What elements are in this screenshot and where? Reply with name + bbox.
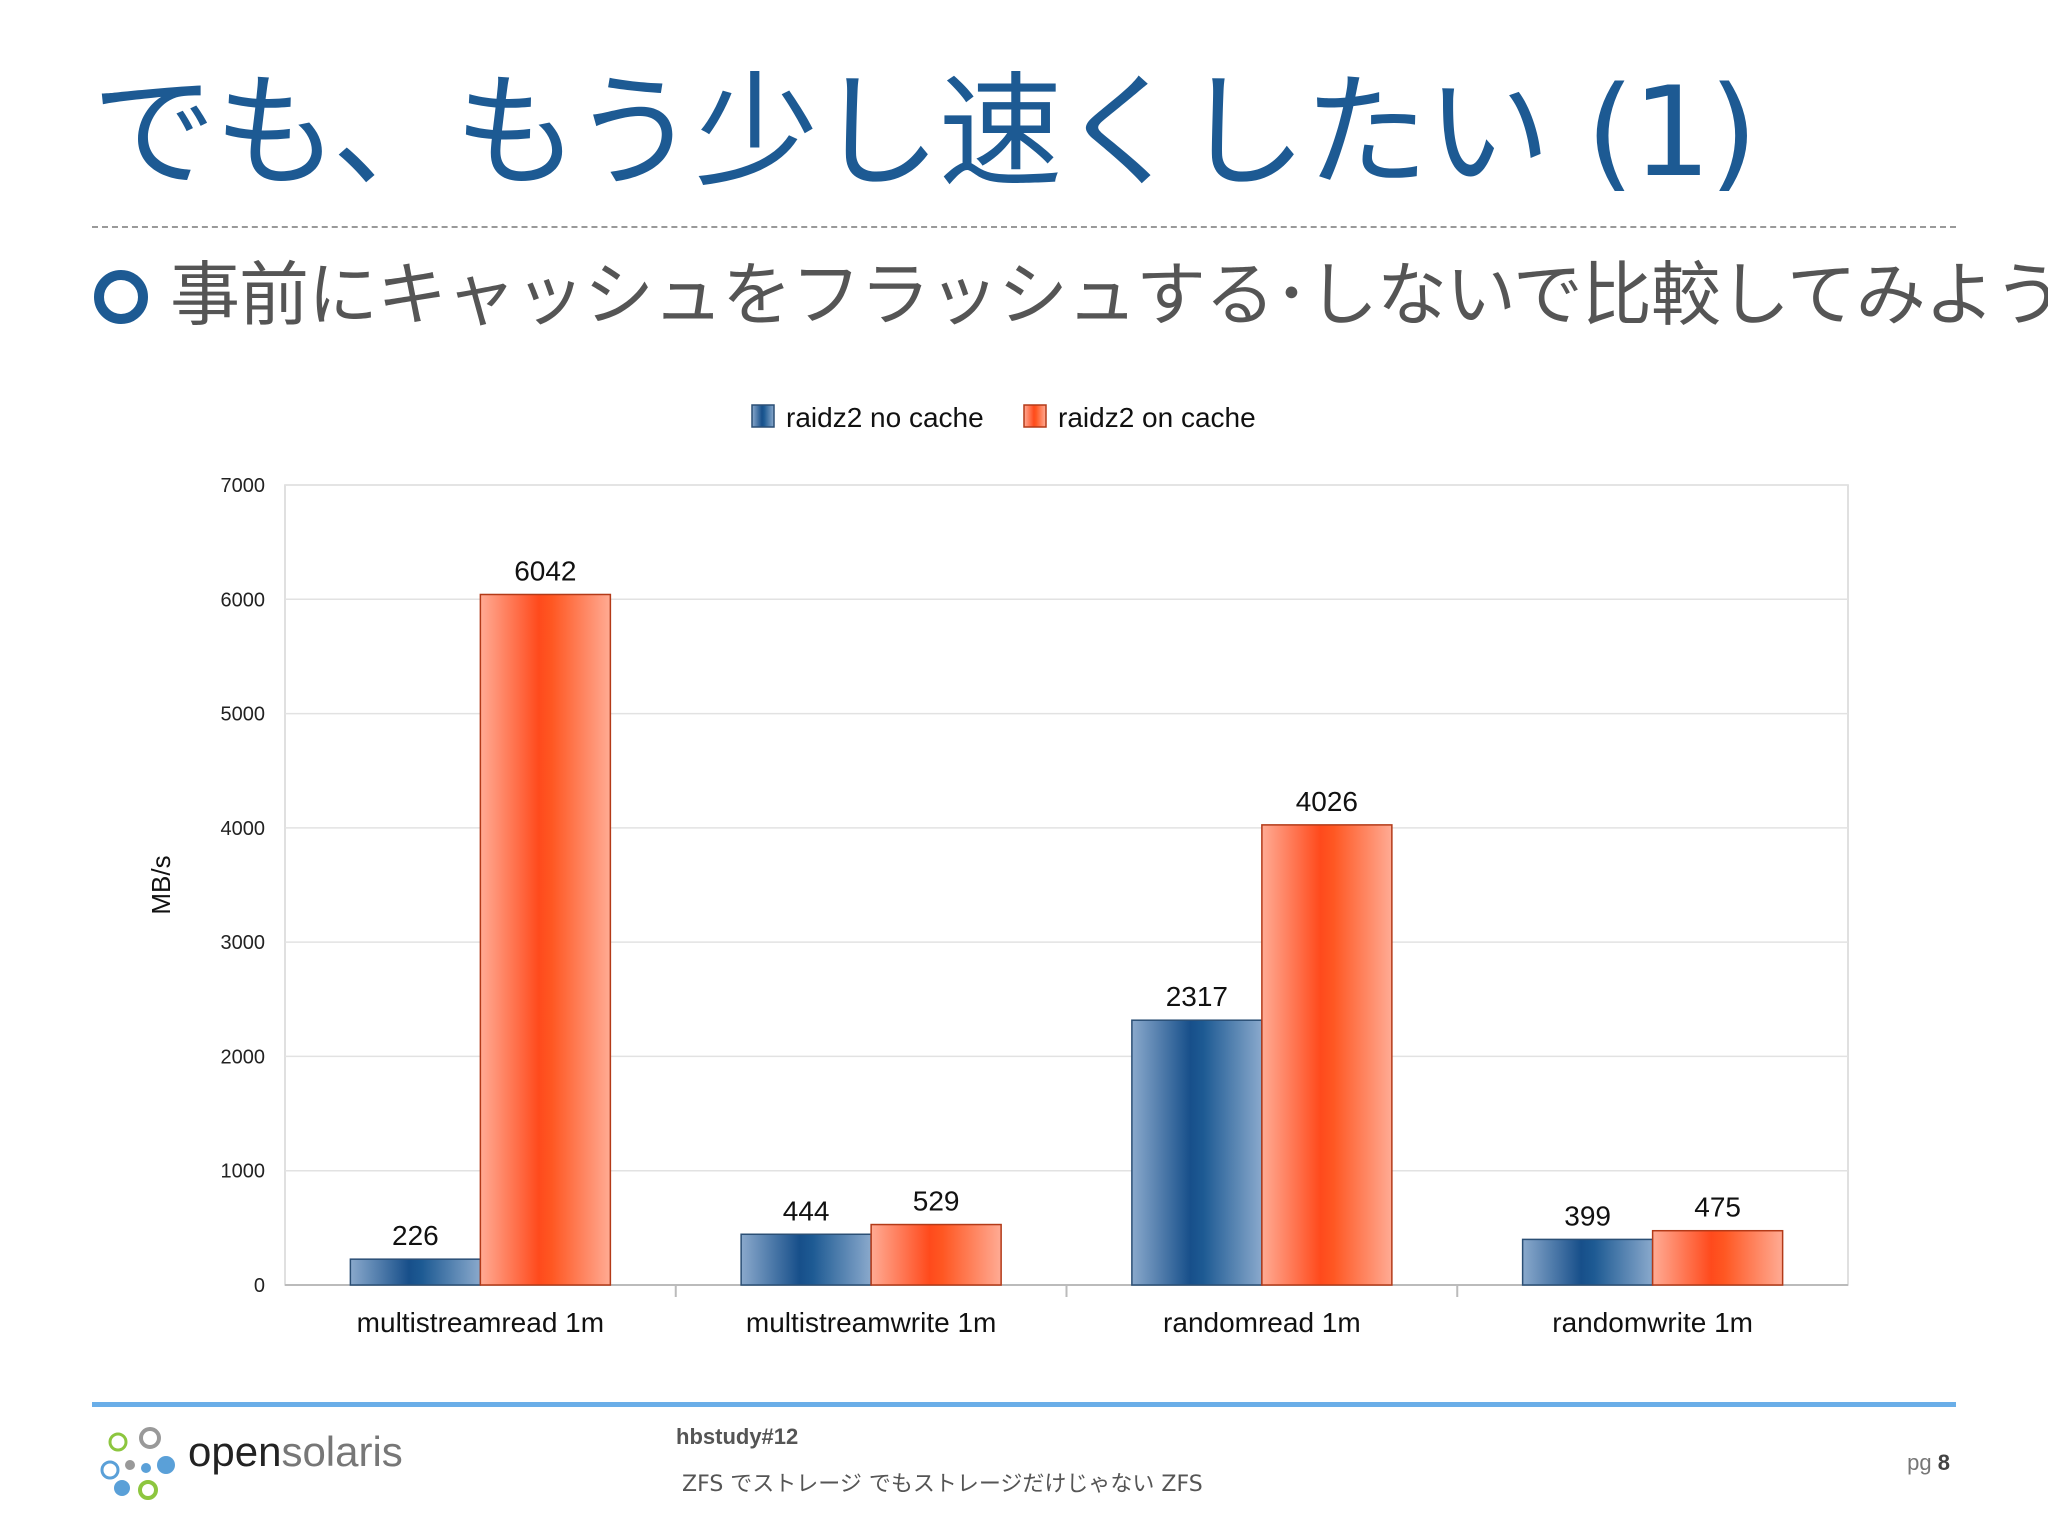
- logo-wordmark: opensolaris: [188, 1428, 403, 1476]
- data-label: 6042: [514, 555, 576, 586]
- bar: [1261, 824, 1393, 1286]
- legend-label: raidz2 on cache: [1058, 402, 1256, 433]
- x-tick-label: randomwrite 1m: [1552, 1307, 1753, 1338]
- bar-chart: raidz2 no cache raidz2 on cache 0 1000 2000…: [146, 402, 1849, 1338]
- x-tick-label: multistreamread 1m: [357, 1307, 604, 1338]
- legend-label: raidz2 no cache: [786, 402, 984, 433]
- footer-subtitle: ZFS でストレージ でもストレージだけじゃない ZFS: [682, 1472, 1203, 1497]
- logo-word-solaris: solaris: [281, 1428, 403, 1475]
- title-divider: [92, 226, 1956, 228]
- legend-swatch: [1023, 404, 1047, 428]
- page-number: pg 8: [1907, 1450, 1950, 1476]
- y-axis-label: MB/s: [146, 855, 176, 914]
- chart-labels: 0 1000 2000 3000 4000 5000 6000 7000 MB/s 226 6042…: [146, 475, 1753, 1338]
- footer-divider: [92, 1402, 1956, 1407]
- footer-event: hbstudy#12: [676, 1424, 799, 1449]
- bar: [740, 1233, 872, 1286]
- data-label: 529: [913, 1186, 960, 1217]
- y-tick-label: 2000: [221, 1046, 266, 1068]
- bar: [1521, 1238, 1654, 1286]
- bar: [479, 593, 612, 1286]
- x-tick-label: randomread 1m: [1163, 1307, 1361, 1338]
- bullet-text: 事前にキャッシュをフラッシュする･しないで比較してみよう: [170, 254, 2048, 336]
- chart-bars: [349, 593, 1784, 1286]
- y-tick-label: 4000: [221, 818, 266, 840]
- opensolaris-logo: [100, 1427, 175, 1500]
- y-tick-label: 1000: [221, 1161, 266, 1183]
- bar: [870, 1223, 1002, 1286]
- page-prefix: pg: [1907, 1450, 1932, 1475]
- x-tick-label: multistreamwrite 1m: [746, 1307, 996, 1338]
- bullet-ring-icon: [94, 270, 148, 324]
- y-tick-label: 5000: [221, 704, 266, 726]
- y-tick-label: 3000: [221, 932, 266, 954]
- bar: [349, 1258, 482, 1286]
- data-label: 4026: [1296, 786, 1358, 817]
- data-label: 399: [1564, 1200, 1611, 1231]
- data-label: 475: [1694, 1192, 1741, 1223]
- bar: [1651, 1229, 1784, 1286]
- y-tick-label: 6000: [221, 589, 266, 611]
- slide-title: でも、もう少し速くしたい (1): [92, 61, 1758, 205]
- logo-word-open: open: [188, 1428, 282, 1475]
- data-label: 2317: [1166, 981, 1228, 1012]
- y-tick-label: 7000: [221, 475, 266, 497]
- chart-legend: raidz2 no cache raidz2 on cache: [751, 402, 1256, 433]
- data-label: 444: [783, 1195, 830, 1226]
- bar: [1131, 1019, 1263, 1286]
- y-tick-label: 0: [254, 1275, 265, 1297]
- legend-swatch: [751, 404, 775, 428]
- page-number-value: 8: [1937, 1450, 1950, 1475]
- data-label: 226: [392, 1220, 439, 1251]
